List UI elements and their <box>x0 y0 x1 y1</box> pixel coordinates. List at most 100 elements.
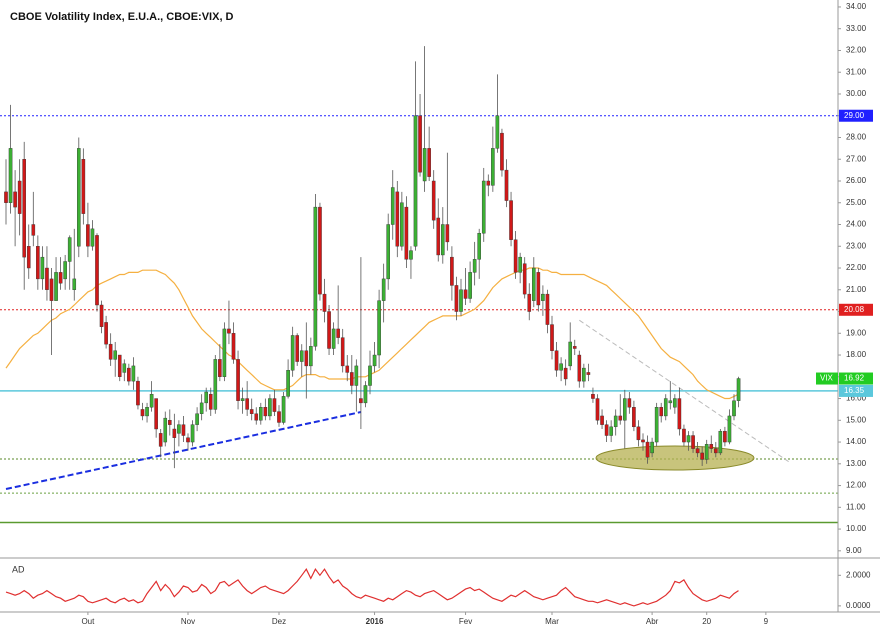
last-value-tag <box>839 372 873 385</box>
candle-body <box>509 200 513 240</box>
level-tag-label: 16.35 <box>844 386 865 395</box>
candle-body <box>545 293 550 325</box>
candle-body <box>99 304 104 327</box>
candle-body <box>695 448 700 454</box>
candle-body <box>222 328 227 377</box>
candle-body <box>158 433 163 447</box>
candle-body <box>582 367 586 382</box>
candle-body <box>463 289 468 299</box>
candle-body <box>327 311 331 349</box>
y-tick-label: 25.00 <box>846 198 867 207</box>
candle-body <box>718 430 723 454</box>
candle-body <box>213 359 218 410</box>
candle-body <box>350 372 354 386</box>
ad-tick-label: 2.0000 <box>846 570 871 579</box>
ad-label: AD <box>12 564 25 574</box>
ad-line <box>5 568 739 607</box>
x-tick-label: Dez <box>272 617 286 626</box>
candle-body <box>677 398 682 430</box>
candle-body <box>309 346 313 367</box>
candle-body <box>609 426 613 436</box>
candle-body <box>90 228 95 247</box>
candle-body <box>386 224 391 280</box>
candle-body <box>4 191 8 203</box>
candle-body <box>495 115 500 149</box>
candle-body <box>340 337 345 367</box>
candle-body <box>231 333 236 360</box>
candle-body <box>363 385 368 404</box>
candle-body <box>532 267 536 301</box>
moving-average <box>5 267 739 400</box>
candle-body <box>550 324 554 351</box>
candle-body <box>108 343 113 360</box>
y-tick-label: 22.00 <box>846 263 867 272</box>
candle-body <box>26 246 31 269</box>
candle-body <box>336 328 340 338</box>
candle-body <box>595 398 600 421</box>
candle-body <box>63 261 67 280</box>
candle-body <box>700 452 704 460</box>
candle-body <box>58 272 63 284</box>
candle-body <box>704 444 709 460</box>
candle-body <box>81 159 86 214</box>
candle-body <box>245 398 249 410</box>
candle-body <box>272 398 277 412</box>
candle-body <box>268 398 272 417</box>
candle-body <box>86 224 90 247</box>
level-tag <box>839 303 873 316</box>
candle-body <box>518 256 522 273</box>
candle-body <box>491 148 495 186</box>
candle-body <box>331 328 336 349</box>
candle-body <box>527 293 532 312</box>
candle-body <box>163 417 168 443</box>
candle-body <box>359 398 363 404</box>
x-tick-label: Nov <box>181 617 195 626</box>
candle-body <box>577 354 582 382</box>
level-tag-label: 29.00 <box>844 111 865 120</box>
candle-body <box>723 430 727 443</box>
candle-body <box>127 367 131 382</box>
candle-body <box>372 354 377 367</box>
candle-body <box>22 159 27 258</box>
candle-body <box>36 246 40 280</box>
candle-body <box>572 346 577 349</box>
y-tick-label: 31.00 <box>846 67 867 76</box>
candle-body <box>445 224 450 243</box>
candle-body <box>541 293 545 301</box>
candle-body <box>636 426 641 441</box>
candle-body <box>395 191 400 247</box>
x-tick-label: 2016 <box>366 617 384 626</box>
trendline <box>579 319 789 463</box>
candle-body <box>732 400 736 417</box>
candle-body <box>136 380 140 406</box>
last-name: VIX <box>820 374 834 383</box>
candle-body <box>454 285 459 312</box>
candle-body <box>345 365 350 373</box>
candle-body <box>49 278 54 301</box>
candle-body <box>199 402 204 414</box>
candle-body <box>122 363 127 373</box>
candle-body <box>522 263 527 295</box>
chart-title: CBOE Volatility Index, E.U.A., CBOE:VIX,… <box>10 11 234 23</box>
candle-body <box>95 235 99 306</box>
candle-body <box>686 435 691 443</box>
candle-body <box>286 370 290 397</box>
y-tick-label: 27.00 <box>846 154 867 163</box>
candle-body <box>413 115 418 247</box>
ad-tick-label: 0.0000 <box>846 601 871 610</box>
y-tick-label: 15.00 <box>846 415 867 424</box>
candle-body <box>500 132 504 171</box>
candle-body <box>604 424 609 436</box>
candle-body <box>591 393 595 399</box>
candle-body <box>322 293 327 312</box>
candle-body <box>290 335 295 371</box>
y-tick-label: 12.00 <box>846 481 867 490</box>
candle-body <box>627 398 632 408</box>
y-tick-label: 10.00 <box>846 524 867 533</box>
candle-body <box>31 224 36 236</box>
candle-body <box>736 378 741 401</box>
candle-body <box>259 407 263 421</box>
candle-body <box>140 409 145 417</box>
y-tick-label: 33.00 <box>846 24 867 33</box>
